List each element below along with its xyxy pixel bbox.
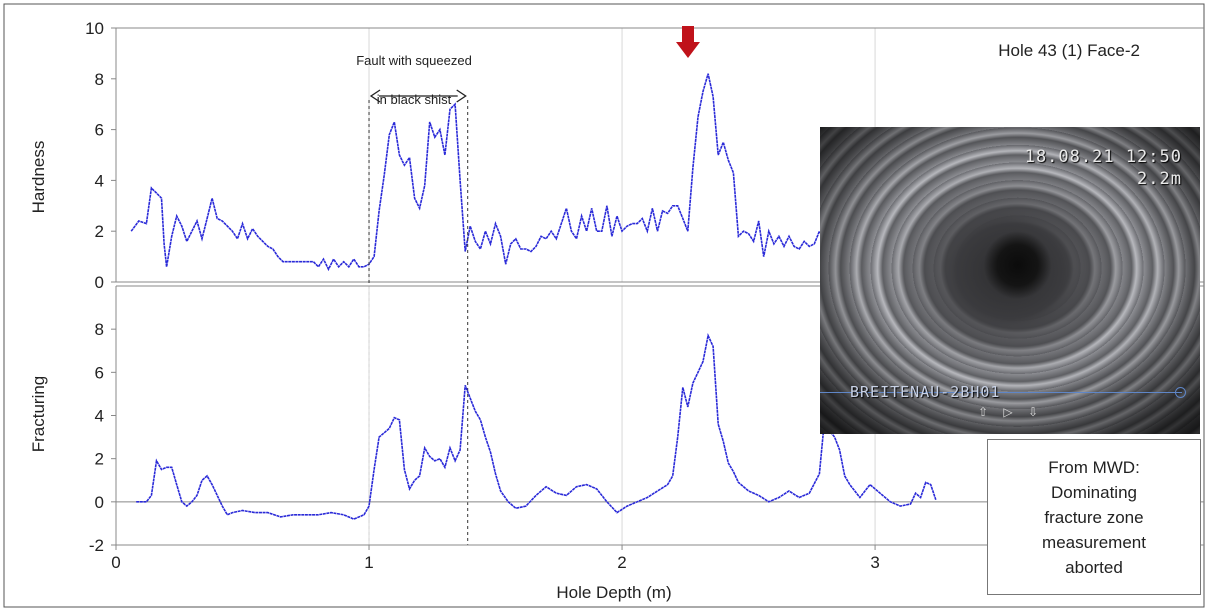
camera-scan-line [820,392,1182,393]
fracturing-panel: -2 0 2 4 6 8 0 1 2 3 [89,285,1204,572]
camera-label: BREITENAU-2BH01 [850,383,1001,401]
x-tick-label: 1 [364,553,373,572]
x-tick-label: 2 [617,553,626,572]
mwd-note-text: From MWD: Dominating fracture zone measu… [1042,455,1146,580]
mwd-note-box: From MWD: Dominating fracture zone measu… [987,439,1201,595]
fracturing-y-tick-label: 0 [95,493,104,512]
hardness-y-tick-label: 10 [85,19,104,38]
hardness-y-tick-label: 6 [95,121,104,140]
borehole-camera-photo: 18.08.21 12:50 2.2m BREITENAU-2BH01 ⇧ ▷ … [820,127,1200,434]
camera-date-stamp: 18.08.21 12:50 [1024,147,1182,167]
mwd-note-line: aborted [1065,557,1123,577]
figure-border [3,3,1205,608]
fracturing-y-tick-label: 6 [95,363,104,382]
mwd-note-line: From MWD: [1048,457,1140,477]
mwd-note-line: Dominating [1051,482,1137,502]
fracturing-axis-label: Fracturing [29,376,48,453]
hole-annotation: Hole 43 (1) Face-2 [998,41,1140,60]
hardness-y-tick-label: 8 [95,70,104,89]
fault-label-line1: Fault with squeezed [356,53,472,68]
x-tick-label: 3 [870,553,879,572]
fault-label-line2: in black shist [377,92,452,107]
red-arrow-marker [675,26,700,58]
fault-arrow-right-head [456,89,467,103]
fault-arrow-left-head [369,89,381,103]
mwd-note-line: measurement [1042,532,1146,552]
camera-depth-stamp: 2.2m [1137,169,1182,189]
fracturing-y-tick-label: 2 [95,450,104,469]
hardness-axis-label: Hardness [29,141,48,214]
fracturing-y-tick-label: 8 [95,320,104,339]
photo-vignette [820,127,1200,434]
x-tick-label: 0 [111,553,120,572]
hardness-y-tick-label: 2 [95,222,104,241]
camera-scan-dot [1175,387,1186,398]
hardness-y-tick-label: 4 [95,171,104,190]
mwd-note-line: fracture zone [1044,507,1144,527]
fracturing-y-tick-label: -2 [89,536,104,555]
fracturing-y-tick-label: 4 [95,407,104,426]
camera-nav-icons: ⇧ ▷ ⇩ [978,405,1045,419]
x-axis-label: Hole Depth (m) [556,583,671,602]
hardness-series-line [130,73,831,272]
fracturing-series-line [136,333,937,520]
hardness-y-tick-label: 0 [95,273,104,292]
